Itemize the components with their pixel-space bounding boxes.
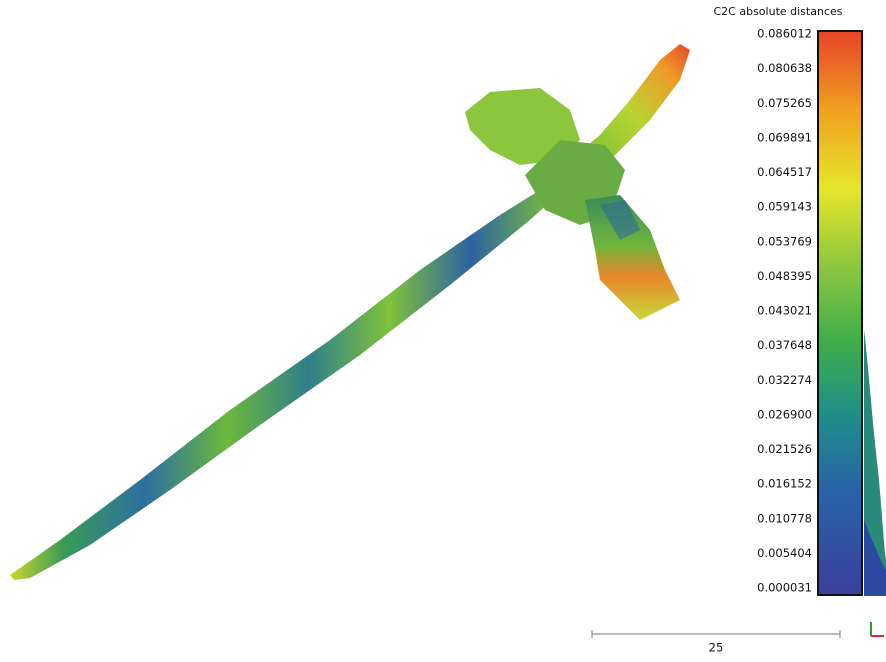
scale-label: 0.037648: [757, 338, 812, 352]
scale-label: 0.016152: [757, 477, 812, 491]
scale-bar: [592, 630, 840, 638]
scale-label: 0.010778: [757, 511, 812, 525]
scale-label: 0.080638: [757, 61, 812, 75]
lower-arm: [585, 195, 680, 320]
scale-label: 0.005404: [757, 546, 812, 560]
scale-label: 0.026900: [757, 407, 812, 421]
scale-label: 0.053769: [757, 234, 812, 248]
scale-label: 0.032274: [757, 373, 812, 387]
scale-label: 0.048395: [757, 269, 812, 283]
color-bar: [818, 31, 862, 595]
scale-label: 0.086012: [757, 27, 812, 41]
scale-label: 0.000031: [757, 581, 812, 595]
scale-bar-label: 25: [709, 641, 724, 655]
scale-label: 0.075265: [757, 96, 812, 110]
scale-label: 0.043021: [757, 304, 812, 318]
point-cloud: [10, 44, 690, 580]
scale-label: 0.064517: [757, 165, 812, 179]
scale-label: 0.021526: [757, 442, 812, 456]
scale-title: C2C absolute distances: [714, 5, 843, 18]
scale-label: 0.069891: [757, 130, 812, 144]
scale-label: 0.059143: [757, 200, 812, 214]
viewport: C2C absolute distances 25 0.086012 0.0806…: [0, 0, 886, 658]
stem: [10, 190, 552, 580]
axis-icon: [871, 622, 884, 636]
